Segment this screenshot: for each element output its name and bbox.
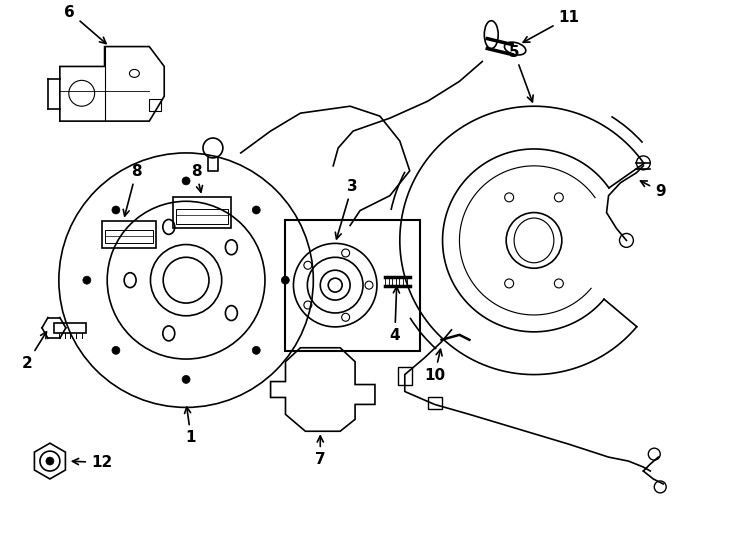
Text: 2: 2 [22, 332, 46, 370]
Circle shape [112, 206, 120, 214]
Text: 7: 7 [315, 436, 326, 467]
Text: 12: 12 [73, 455, 112, 470]
Text: 11: 11 [523, 10, 579, 42]
Text: 4: 4 [390, 287, 400, 343]
Bar [104, 231, 153, 244]
Circle shape [83, 276, 91, 284]
Text: 6: 6 [65, 5, 106, 44]
Text: 8: 8 [123, 164, 142, 216]
Text: 10: 10 [424, 349, 445, 382]
Text: 8: 8 [191, 164, 203, 192]
Circle shape [182, 375, 190, 383]
Bar [176, 208, 228, 224]
Text: 5: 5 [509, 44, 533, 102]
Text: 9: 9 [641, 181, 666, 199]
Circle shape [112, 346, 120, 354]
Text: 1: 1 [184, 407, 196, 445]
Text: 3: 3 [335, 179, 357, 239]
Bar [428, 397, 442, 409]
Bar [398, 367, 412, 384]
Circle shape [182, 177, 190, 185]
Circle shape [252, 346, 261, 354]
Circle shape [281, 276, 289, 284]
Circle shape [46, 457, 54, 465]
Circle shape [252, 206, 261, 214]
Bar [149, 99, 161, 111]
